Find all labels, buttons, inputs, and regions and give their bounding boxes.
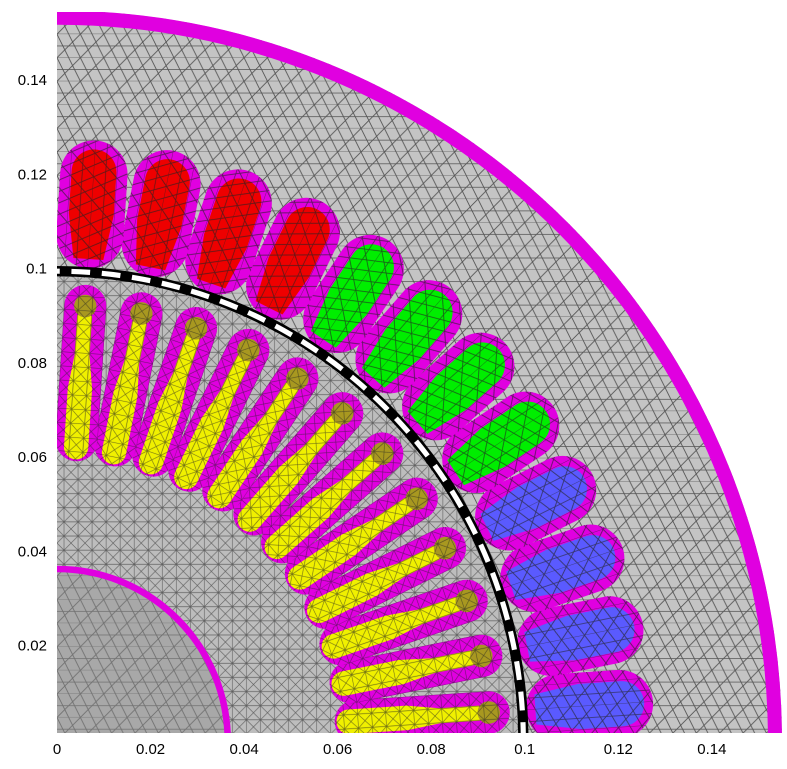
y-tick-label: 0.14: [18, 72, 47, 89]
motor-geometry: [54, 11, 782, 744]
y-tick-label: 0.02: [18, 638, 47, 655]
x-tick-label: 0.08: [417, 741, 446, 758]
slot-mesh: [54, 138, 130, 270]
plot-area: [54, 11, 782, 744]
chart: 0 0.02 0.04 0.06 0.08 0.1 0.12 0.14 0.02 0.04 0.06…: [0, 0, 787, 769]
y-tick-label: 0.08: [18, 355, 47, 372]
x-tick-label: 0.14: [697, 741, 726, 758]
x-tick-label: 0.04: [229, 741, 258, 758]
stator-slot: [54, 138, 130, 270]
y-tick-label: 0.06: [18, 449, 47, 466]
y-tick-label: 0.12: [18, 166, 47, 183]
x-tick-label: 0: [53, 741, 61, 758]
x-tick-label: 0.1: [514, 741, 535, 758]
x-tick-label: 0.12: [604, 741, 633, 758]
y-tick-label: 0.04: [18, 543, 47, 560]
stator-slot: [524, 668, 655, 744]
x-tick-label: 0.06: [323, 741, 352, 758]
slot-mesh: [524, 668, 655, 744]
y-tick-label: 0.1: [26, 261, 47, 278]
x-tick-label: 0.02: [136, 741, 165, 758]
